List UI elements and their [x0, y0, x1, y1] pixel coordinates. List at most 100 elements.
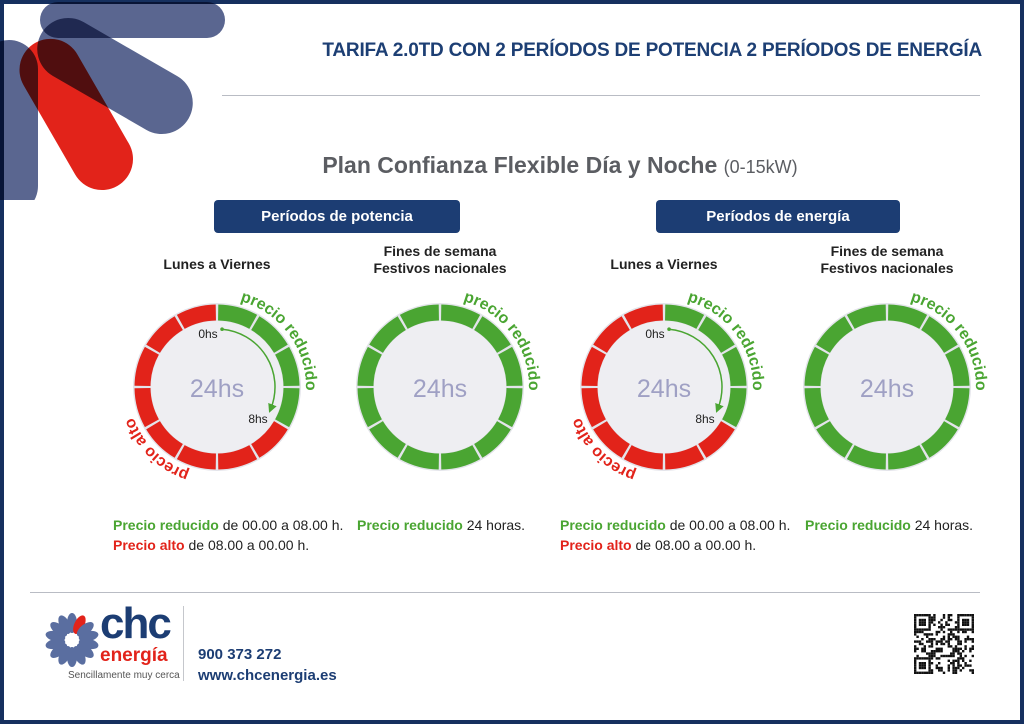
- chc-flower-logo-icon: [45, 613, 99, 667]
- brand-subname: energía: [100, 645, 168, 666]
- reduced-price-segment: [664, 304, 705, 330]
- reduced-price-segment: [357, 387, 383, 428]
- legend-schedule: de 08.00 a 00.00 h.: [631, 537, 757, 553]
- page-title: TARIFA 2.0TD CON 2 PERÍODOS DE POTENCIA …: [322, 40, 982, 61]
- legend-row: Precio reducido de 00.00 a 08.00 h.: [560, 515, 790, 535]
- reduced-price-segment: [473, 420, 511, 458]
- high-price-segment: [146, 316, 184, 354]
- high-price-segment: [623, 304, 664, 330]
- ring-inner: [374, 321, 506, 453]
- ring-center-label: 24hs: [637, 375, 691, 403]
- reduced-price-segment: [920, 316, 958, 354]
- legend-row: Precio reducido de 00.00 a 08.00 h.: [113, 515, 343, 535]
- high-price-segment: [697, 420, 735, 458]
- reduced-price-segment: [399, 444, 440, 470]
- high-price-segment: [593, 420, 631, 458]
- legend-price-type: Precio reducido: [805, 517, 911, 533]
- column-heading: Lunes a Viernes: [564, 256, 764, 273]
- legend-row: Precio reducido 24 horas.: [805, 515, 973, 535]
- end-hour-label: 8hs: [695, 412, 714, 426]
- legend-schedule: 24 horas.: [910, 517, 974, 533]
- legend-price-type: Precio reducido: [560, 517, 666, 533]
- reduced-price-segment: [440, 304, 481, 330]
- plan-range: (0-15kW): [723, 157, 798, 177]
- footer-vertical-divider: [183, 606, 184, 681]
- high-price-segment: [134, 346, 160, 387]
- reduced-price-segment: [369, 316, 407, 354]
- column-heading-line: Festivos nacionales: [373, 260, 507, 276]
- ring-center-label: 24hs: [190, 375, 244, 403]
- high-price-segment: [134, 387, 160, 428]
- brand-petals-decoration: [0, 2, 225, 200]
- reduced-price-segment: [697, 316, 735, 354]
- section-badge-energia: Períodos de energía: [656, 200, 900, 233]
- legend-row: Precio alto de 08.00 a 00.00 h.: [113, 535, 343, 555]
- price-legend: Precio reducido 24 horas.: [357, 515, 525, 535]
- reduced-price-segment: [816, 420, 854, 458]
- high-price-segment: [146, 420, 184, 458]
- reduced-price-segment: [357, 346, 383, 387]
- high-price-segment: [581, 387, 607, 428]
- time-arrow-icon: [221, 328, 277, 413]
- legend-price-type: Precio reducido: [113, 517, 219, 533]
- divider: [222, 95, 980, 96]
- phone-number: 900 373 272: [198, 646, 282, 663]
- high-price-segment: [176, 304, 217, 330]
- ring-center-label: 24hs: [413, 375, 467, 403]
- column-heading: Lunes a Viernes: [117, 256, 317, 273]
- time-arrow-icon: [668, 328, 724, 413]
- reduced-price-segment: [804, 387, 830, 428]
- legend-row: Precio alto de 08.00 a 00.00 h.: [560, 535, 790, 555]
- column-heading: Fines de semana Festivos nacionales: [340, 243, 540, 277]
- reduced-price-segment: [217, 304, 258, 330]
- high-price-segment: [623, 444, 664, 470]
- reduced-price-segment: [846, 444, 887, 470]
- ring-inner: [821, 321, 953, 453]
- reduced-price-segment: [944, 346, 970, 387]
- price-legend: Precio reducido de 00.00 a 08.00 h. Preci…: [113, 515, 343, 555]
- column-heading-line: Lunes a Viernes: [610, 256, 718, 272]
- ring-inner: [151, 321, 283, 453]
- price-legend: Precio reducido 24 horas.: [805, 515, 973, 535]
- plan-title: Plan Confianza Flexible Día y Noche (0-1…: [0, 152, 1024, 179]
- qr-code-icon[interactable]: [914, 614, 974, 674]
- legend-price-type: Precio alto: [113, 537, 185, 553]
- legend-schedule: de 00.00 a 08.00 h.: [665, 517, 791, 533]
- legend-schedule: 24 horas.: [462, 517, 526, 533]
- high-price-segment: [581, 346, 607, 387]
- high-price-segment: [664, 444, 705, 470]
- reduced-price-segment: [944, 387, 970, 428]
- reduced-price-segment: [721, 387, 747, 428]
- reduced-price-segment: [804, 346, 830, 387]
- start-hour-label: 0hs: [645, 327, 664, 341]
- reduced-price-segment: [399, 304, 440, 330]
- reduced-price-segment: [274, 387, 300, 428]
- brand-tagline: Sencillamente muy cerca: [68, 670, 180, 681]
- brand-name: chc: [100, 599, 172, 648]
- reduced-price-segment: [440, 444, 481, 470]
- ring-center-label: 24hs: [860, 375, 914, 403]
- price-legend: Precio reducido de 00.00 a 08.00 h. Preci…: [560, 515, 790, 555]
- column-heading-line: Festivos nacionales: [820, 260, 954, 276]
- reduced-price-segment: [721, 346, 747, 387]
- column-heading-line: Fines de semana: [383, 243, 497, 259]
- high-price-segment: [176, 444, 217, 470]
- legend-schedule: de 00.00 a 08.00 h.: [218, 517, 344, 533]
- reduced-price-segment: [887, 304, 928, 330]
- column-heading: Fines de semana Festivos nacionales: [787, 243, 987, 277]
- legend-price-type: Precio reducido: [357, 517, 463, 533]
- end-hour-label: 8hs: [248, 412, 267, 426]
- reduced-price-segment: [887, 444, 928, 470]
- reduced-price-segment: [369, 420, 407, 458]
- high-price-segment: [593, 316, 631, 354]
- footer-divider: [30, 592, 980, 593]
- website-link[interactable]: www.chcenergia.es: [198, 667, 337, 684]
- plan-name: Plan Confianza Flexible Día y Noche: [322, 152, 718, 178]
- column-heading-line: Lunes a Viernes: [163, 256, 271, 272]
- reduced-price-segment: [497, 387, 523, 428]
- legend-schedule: de 08.00 a 00.00 h.: [184, 537, 310, 553]
